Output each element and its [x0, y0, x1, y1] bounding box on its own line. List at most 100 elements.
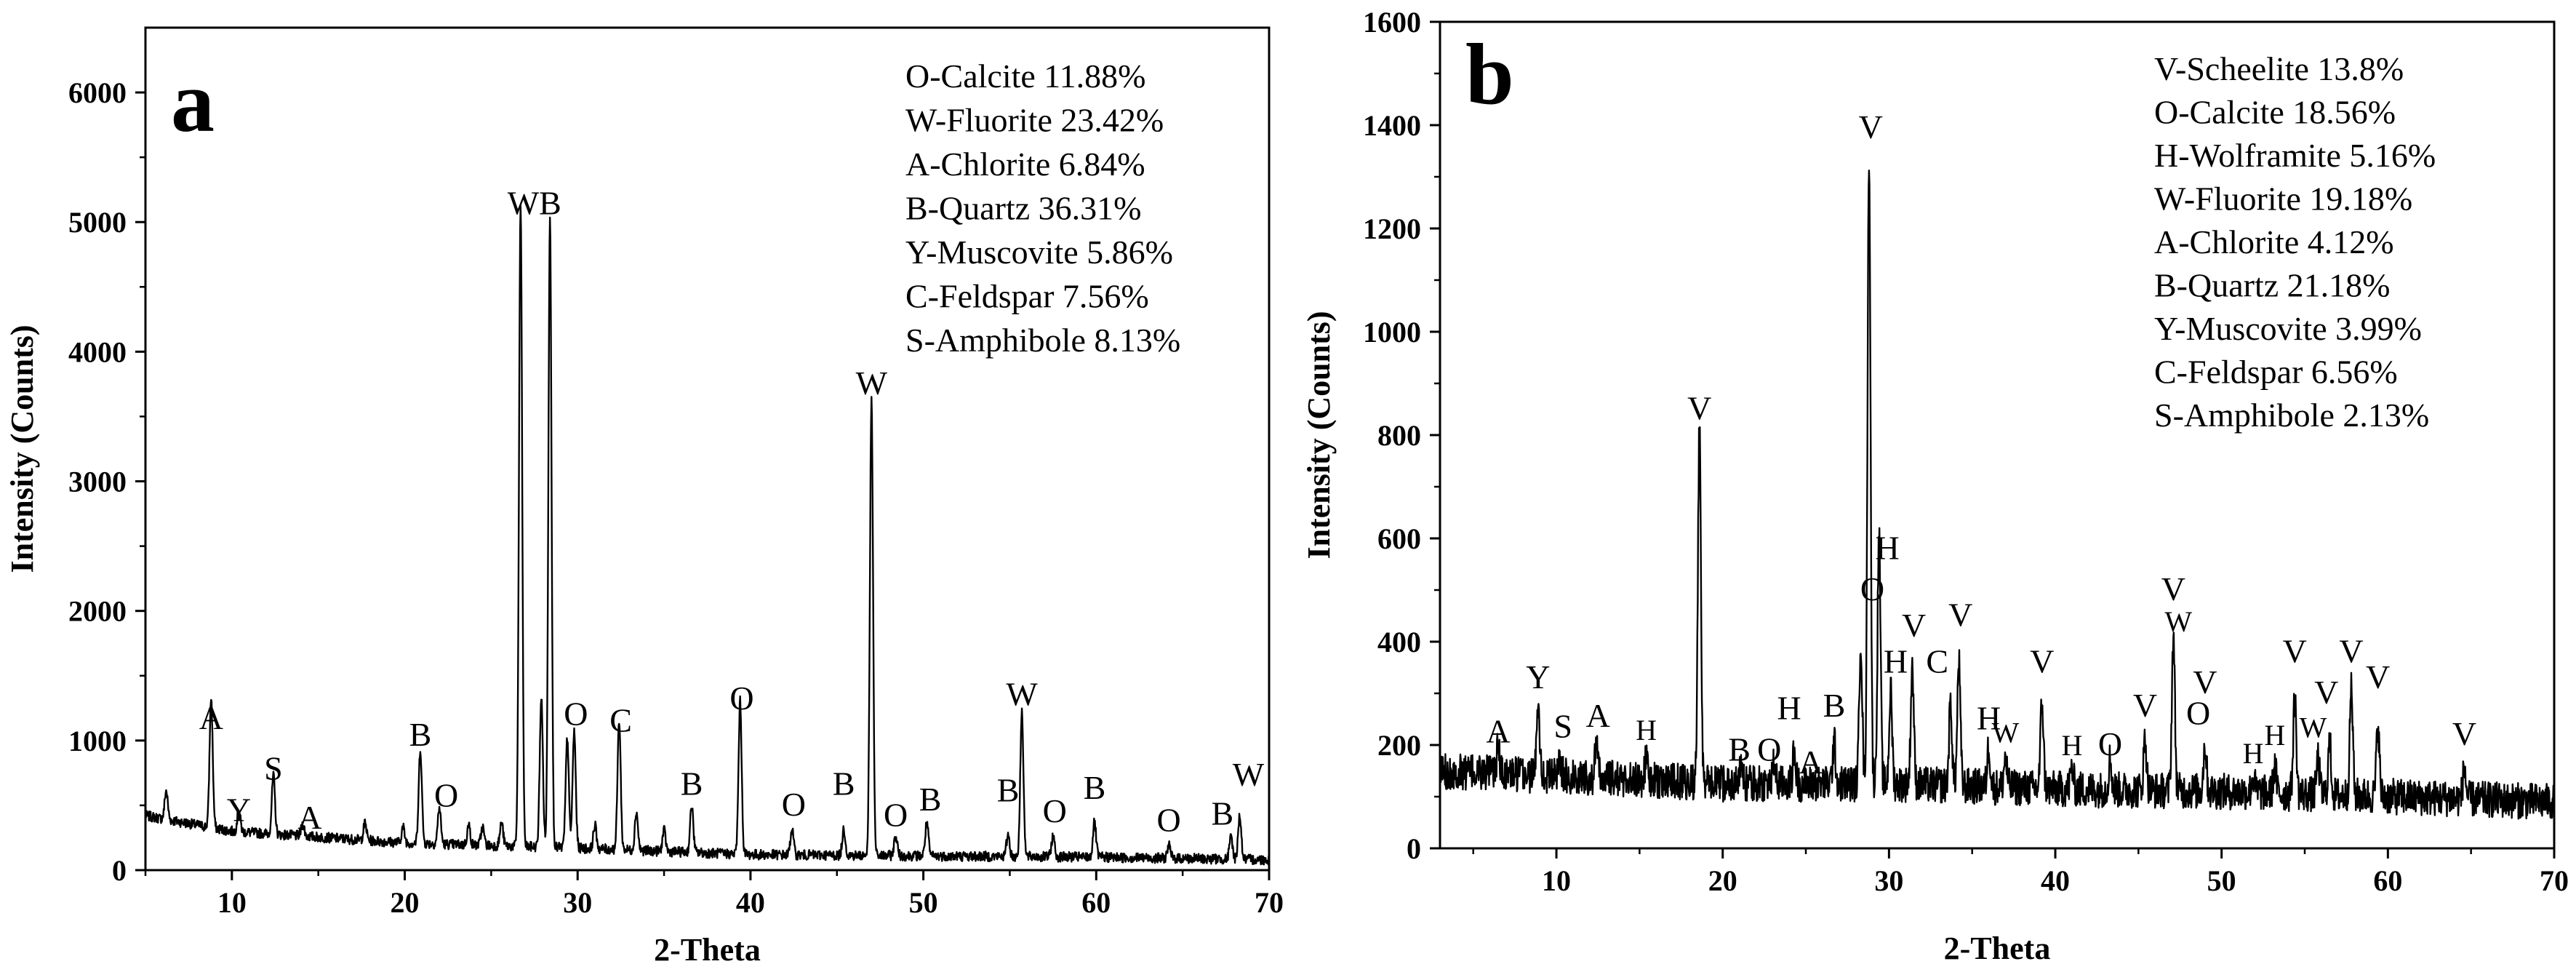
- peak-label: S: [1553, 707, 1572, 744]
- peak-label: O: [2098, 725, 2122, 762]
- peak-label: W: [2300, 711, 2327, 744]
- peak-label: V: [2452, 715, 2476, 752]
- peak-label: V: [2339, 632, 2363, 669]
- y-tick-label: 2000: [68, 595, 127, 628]
- peak-label: V: [2193, 664, 2217, 701]
- peak-label: O: [884, 796, 908, 833]
- legend-entry: Y-Muscovite 5.86%: [905, 234, 1173, 271]
- x-axis-title: 2-Theta: [654, 932, 761, 968]
- x-tick-label: 70: [1255, 886, 1284, 919]
- y-tick-label: 0: [112, 854, 127, 887]
- x-tick-label: 50: [2207, 864, 2236, 897]
- peak-label: WB: [508, 185, 561, 222]
- peak-label: A: [297, 799, 321, 836]
- legend-entry: S-Amphibole 8.13%: [905, 322, 1180, 359]
- x-tick-label: 60: [1081, 886, 1111, 919]
- peak-label: C: [609, 701, 632, 738]
- panel-letter: a: [171, 53, 215, 150]
- x-tick-label: 20: [391, 886, 420, 919]
- peak-label: B: [1084, 769, 1106, 806]
- legend-entry: S-Amphibole 2.13%: [2154, 397, 2429, 434]
- y-tick-label: 1000: [1363, 316, 1421, 348]
- y-tick-label: 5000: [68, 206, 127, 239]
- peak-label: B: [1728, 730, 1751, 768]
- legend-entry: C-Feldspar 7.56%: [905, 278, 1149, 315]
- plot-frame: [144, 26, 1271, 872]
- peak-label: V: [2366, 658, 2390, 696]
- peak-label: H: [2264, 719, 2285, 752]
- peak-label: Y: [1526, 658, 1550, 696]
- x-tick-label: 40: [736, 886, 765, 919]
- panel-b: 10 20 30 40 50 60 70 0 200 400 600 800 1000 1200 1400 1…: [1301, 6, 2569, 966]
- legend-entry: V-Scheelite 13.8%: [2154, 50, 2404, 87]
- legend-entry: O-Calcite 11.88%: [905, 57, 1145, 95]
- peak-label: W: [1006, 676, 1038, 713]
- y-tick-label: 1600: [1363, 6, 1421, 39]
- legend-entry: O-Calcite 18.56%: [2154, 94, 2396, 131]
- legend-entry: C-Feldspar 6.56%: [2154, 354, 2398, 391]
- peak-label: O: [2186, 695, 2210, 732]
- x-tick-label: 30: [1874, 864, 1903, 897]
- peak-label: V: [1902, 607, 1926, 644]
- y-tick-label: 4000: [68, 335, 127, 368]
- peak-label: H: [2061, 729, 2082, 762]
- legend-entry: B-Quartz 36.31%: [905, 190, 1141, 227]
- y-tick-label: 6000: [68, 76, 127, 109]
- y-tick-label: 600: [1377, 522, 1421, 555]
- peak-label: B: [997, 772, 1020, 809]
- x-tick-label: 20: [1708, 864, 1737, 897]
- peak-label: W: [856, 364, 888, 402]
- x-tick-label: 10: [1542, 864, 1571, 897]
- y-tick-label: 1200: [1363, 212, 1421, 245]
- y-tick-label: 0: [1407, 832, 1421, 865]
- x-tick-label: 60: [2373, 864, 2402, 897]
- series-line: [144, 204, 1270, 866]
- peak-label: W: [2164, 605, 2192, 638]
- peak-label: O: [1757, 730, 1781, 768]
- peak-label: V: [2161, 570, 2185, 608]
- series-line: [1439, 170, 2556, 820]
- legend-entry: Y-Muscovite 3.99%: [2154, 310, 2422, 347]
- peak-label: O: [434, 777, 458, 814]
- peak-label: V: [1948, 597, 1972, 634]
- peak-label: O: [1043, 792, 1067, 829]
- peak-label: V: [1859, 108, 1883, 146]
- peak-label: O: [1157, 802, 1181, 839]
- y-tick-label: 3000: [68, 466, 127, 498]
- y-tick-label: 400: [1377, 626, 1421, 658]
- peak-label: H: [1875, 529, 1899, 566]
- peak-label: A: [1486, 712, 1510, 749]
- peak-label: V: [2030, 643, 2054, 680]
- y-tick-label: 200: [1377, 729, 1421, 762]
- peak-label: B: [681, 765, 703, 802]
- peak-label: A: [1586, 697, 1610, 734]
- legend-entry: W-Fluorite 19.18%: [2154, 180, 2412, 218]
- legend-entry: A-Chlorite 4.12%: [2154, 223, 2394, 260]
- legend-entry: B-Quartz 21.18%: [2154, 267, 2390, 304]
- peak-label: H: [1636, 714, 1657, 746]
- peak-label: V: [2283, 632, 2307, 669]
- legend-entry: W-Fluorite 23.42%: [905, 102, 1164, 139]
- y-tick-label: 800: [1377, 419, 1421, 452]
- peak-label: B: [1211, 795, 1233, 832]
- panel-letter: b: [1465, 25, 1514, 122]
- x-axis-title: 2-Theta: [1944, 931, 2051, 966]
- peak-label: O: [782, 786, 806, 823]
- peak-label: A: [199, 699, 223, 736]
- peak-label: W: [1233, 756, 1265, 793]
- peak-label: V: [1687, 390, 1711, 427]
- peak-label: B: [919, 781, 942, 818]
- y-axis-title: Intensity (Counts): [1301, 311, 1337, 559]
- peak-label: Y: [227, 791, 251, 828]
- peak-label: H: [1977, 700, 2001, 737]
- peak-label: B: [1823, 687, 1846, 724]
- x-tick-label: 30: [563, 886, 592, 919]
- peak-label: C: [1926, 643, 1948, 680]
- y-axis-title: Intensity (Counts): [4, 324, 40, 573]
- peak-label: V: [2314, 674, 2338, 711]
- peak-label: H: [1884, 643, 1908, 680]
- peak-label: H: [1777, 690, 1801, 727]
- legend-entry: H-Wolframite 5.16%: [2154, 137, 2436, 174]
- legend-entry: A-Chlorite 6.84%: [905, 146, 1145, 183]
